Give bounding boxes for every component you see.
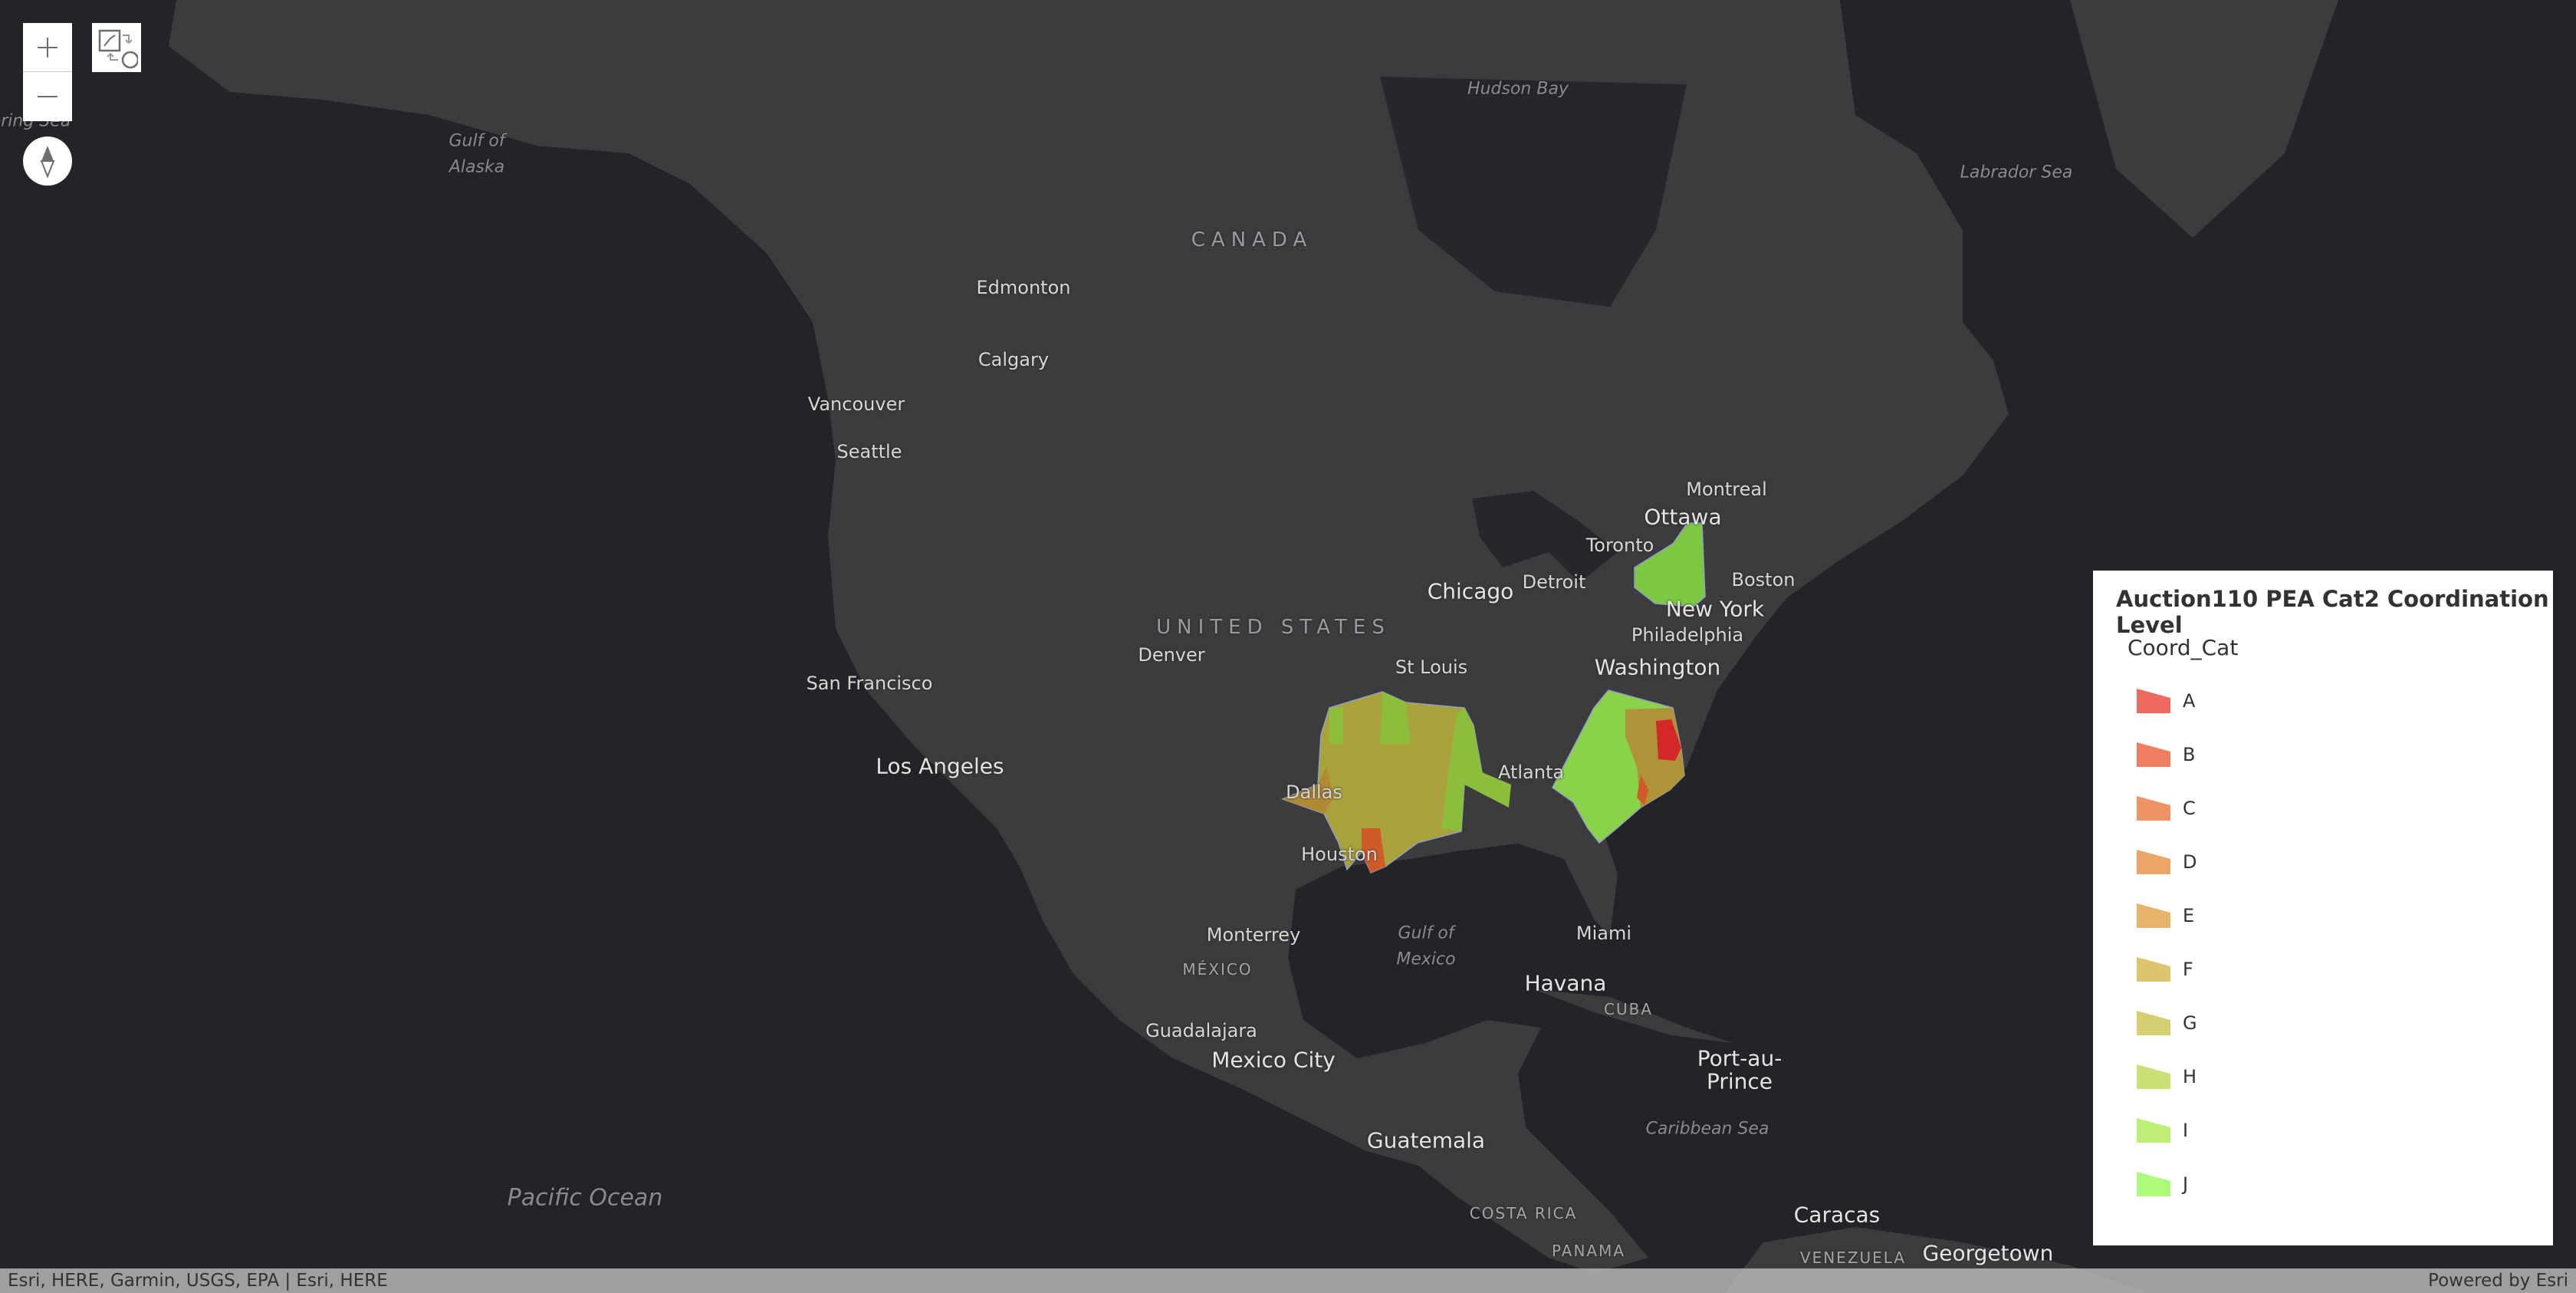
legend-item-label: F [2183, 959, 2193, 980]
compass-icon [40, 146, 55, 178]
legend-item-label: I [2183, 1120, 2189, 1141]
label-labrador-sea: Labrador Sea [1960, 163, 2073, 183]
label-venezuela: VENEZUELA [1799, 1249, 1907, 1267]
legend-item: I [2137, 1115, 2188, 1146]
legend-item-label: A [2183, 690, 2196, 712]
plus-icon [38, 37, 58, 58]
label-panama: PANAMA [1551, 1242, 1626, 1260]
toggle-2d-3d-button[interactable] [92, 23, 141, 72]
legend-item-label: G [2183, 1012, 2197, 1034]
label-dallas: Dallas [1286, 781, 1342, 803]
label-houston: Houston [1301, 844, 1378, 865]
label-atlanta: Atlanta [1497, 762, 1565, 783]
legend-panel: Auction110 PEA Cat2 Coordination Level C… [2093, 571, 2553, 1245]
label-washington: Washington [1594, 654, 1721, 680]
label-havana: Havana [1524, 970, 1607, 996]
zoom-out-button[interactable] [23, 72, 72, 121]
label-philadelphia: Philadelphia [1631, 624, 1744, 646]
label-st-louis: St Louis [1395, 656, 1468, 678]
legend-swatch-icon [2137, 1118, 2170, 1143]
label-detroit: Detroit [1522, 571, 1586, 593]
label-gulf-of-mexico: Gulf of [1398, 923, 1454, 943]
legend-item: G [2137, 1008, 2197, 1038]
hudson-bay [1380, 77, 1687, 307]
minus-icon [38, 96, 58, 97]
label-toronto: Toronto [1585, 535, 1654, 556]
pea-region-south-central[interactable] [1280, 691, 1511, 874]
pea-region-new-york[interactable] [1634, 522, 1706, 607]
label-ottawa: Ottawa [1644, 504, 1722, 530]
label-cuba: CUBA [1603, 1000, 1654, 1018]
land-cuba [1533, 989, 1733, 1043]
attribution-text[interactable]: Esri, HERE, Garmin, USGS, EPA | Esri, HE… [8, 1271, 388, 1291]
legend-item-label: B [2183, 744, 2196, 765]
label-gulf-of-alaska-2: Alaska [449, 157, 505, 177]
legend-swatch-icon [2137, 1064, 2170, 1089]
legend-item-label: J [2183, 1173, 2189, 1195]
label-georgetown: Georgetown [1922, 1240, 2054, 1266]
label-guatemala: Guatemala [1366, 1127, 1486, 1153]
label-pacific-ocean: Pacific Ocean [507, 1184, 663, 1212]
label-mexico-city: Mexico City [1211, 1047, 1336, 1073]
great-lakes [1472, 491, 1618, 583]
legend-swatch-icon [2137, 903, 2170, 928]
label-port-au-prince-2: Prince [1706, 1068, 1773, 1094]
legend-item: A [2137, 686, 2195, 716]
label-costa-rica: COSTA RICA [1469, 1204, 1578, 1222]
land-greenland [2070, 0, 2338, 238]
label-edmonton: Edmonton [976, 277, 1071, 298]
legend-item: E [2137, 900, 2194, 931]
label-los-angeles: Los Angeles [876, 753, 1004, 779]
legend-item: B [2137, 739, 2195, 770]
label-seattle: Seattle [836, 441, 902, 462]
pea-region-virginia-carolina[interactable] [1552, 689, 1685, 844]
label-calgary: Calgary [978, 349, 1050, 370]
powered-by-esri[interactable]: Powered by Esri [2428, 1271, 2568, 1291]
label-mexico: MÉXICO [1182, 960, 1253, 979]
label-chicago: Chicago [1427, 578, 1514, 604]
land-north-america [169, 0, 2009, 1273]
label-gulf-of-mexico-2: Mexico [1396, 949, 1456, 969]
legend-item-label: H [2183, 1066, 2197, 1087]
legend-item: F [2137, 954, 2193, 985]
legend-swatch-icon [2137, 796, 2170, 821]
label-port-au-prince: Port-au- [1697, 1045, 1783, 1071]
label-montreal: Montreal [1686, 479, 1767, 500]
legend-swatch-icon [2137, 742, 2170, 767]
map-globe-toggle-icon [98, 29, 138, 69]
legend-swatch-icon [2137, 1172, 2170, 1196]
legend-swatch-icon [2137, 689, 2170, 713]
legend-field-name: Coord_Cat [2128, 635, 2239, 660]
label-canada: CANADA [1191, 229, 1313, 252]
label-san-francisco: San Francisco [806, 673, 933, 694]
label-boston: Boston [1731, 569, 1796, 591]
label-new-york: New York [1665, 596, 1765, 622]
legend-item-label: E [2183, 905, 2195, 926]
label-denver: Denver [1138, 644, 1205, 666]
legend-item: H [2137, 1061, 2196, 1092]
label-vancouver: Vancouver [807, 393, 905, 415]
legend-swatch-icon [2137, 850, 2170, 874]
label-miami: Miami [1576, 923, 1632, 944]
label-caribbean-sea: Caribbean Sea [1645, 1119, 1769, 1139]
compass-button[interactable] [23, 137, 72, 186]
legend-item-label: C [2183, 798, 2196, 819]
legend-item: J [2137, 1169, 2188, 1199]
legend-item: D [2137, 847, 2196, 877]
label-guadalajara: Guadalajara [1145, 1020, 1257, 1041]
label-caracas: Caracas [1793, 1202, 1881, 1228]
legend-item: C [2137, 793, 2196, 824]
label-monterrey: Monterrey [1206, 924, 1301, 946]
legend-swatch-icon [2137, 957, 2170, 982]
legend-swatch-icon [2137, 1011, 2170, 1035]
attribution-bar: Esri, HERE, Garmin, USGS, EPA | Esri, HE… [0, 1268, 2576, 1293]
zoom-in-button[interactable] [23, 23, 72, 72]
legend-item-label: D [2183, 851, 2197, 873]
label-gulf-of-alaska: Gulf of [449, 131, 505, 151]
label-united-states: UNITED STATES [1156, 616, 1391, 639]
label-hudson-bay: Hudson Bay [1467, 79, 1569, 99]
legend-title: Auction110 PEA Cat2 Coordination Level [2116, 586, 2549, 638]
